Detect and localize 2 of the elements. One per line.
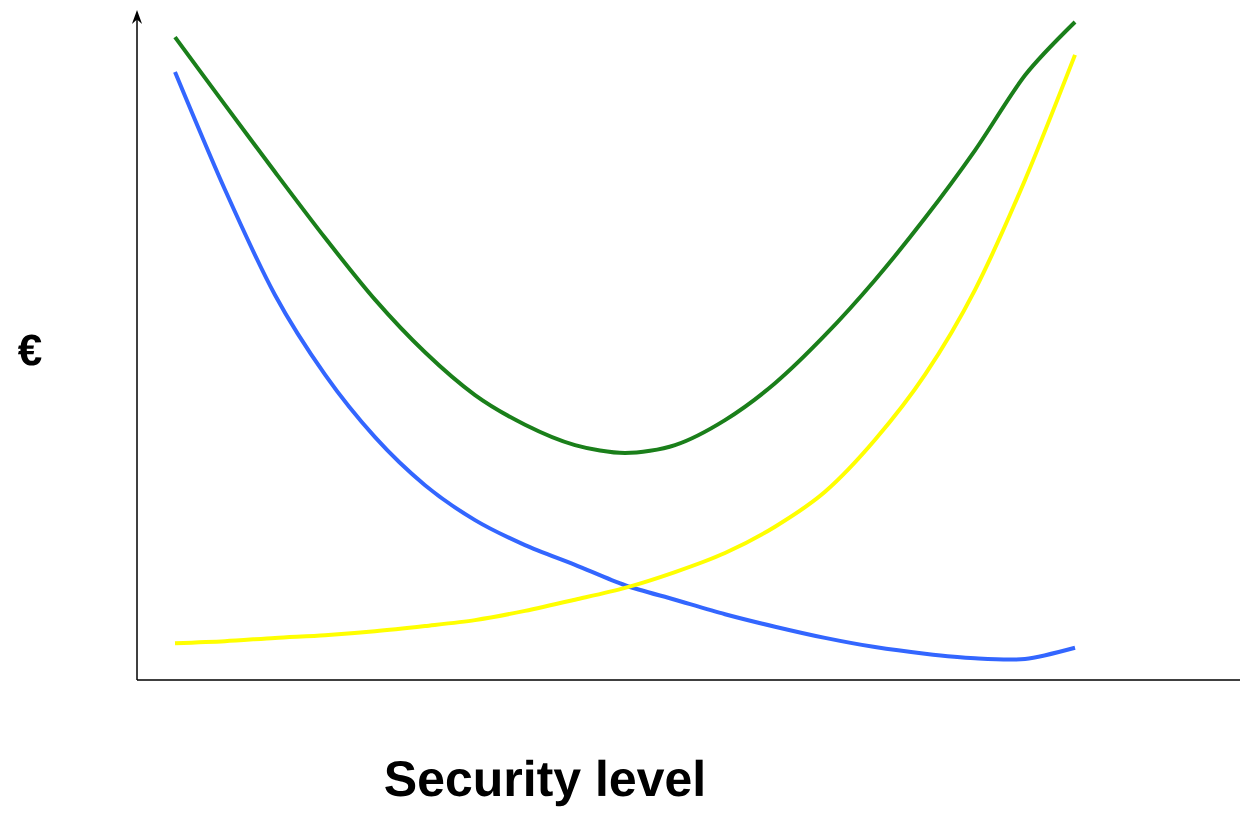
x-axis-title: Security level <box>385 759 703 807</box>
y-axis-title: € <box>17 334 42 366</box>
